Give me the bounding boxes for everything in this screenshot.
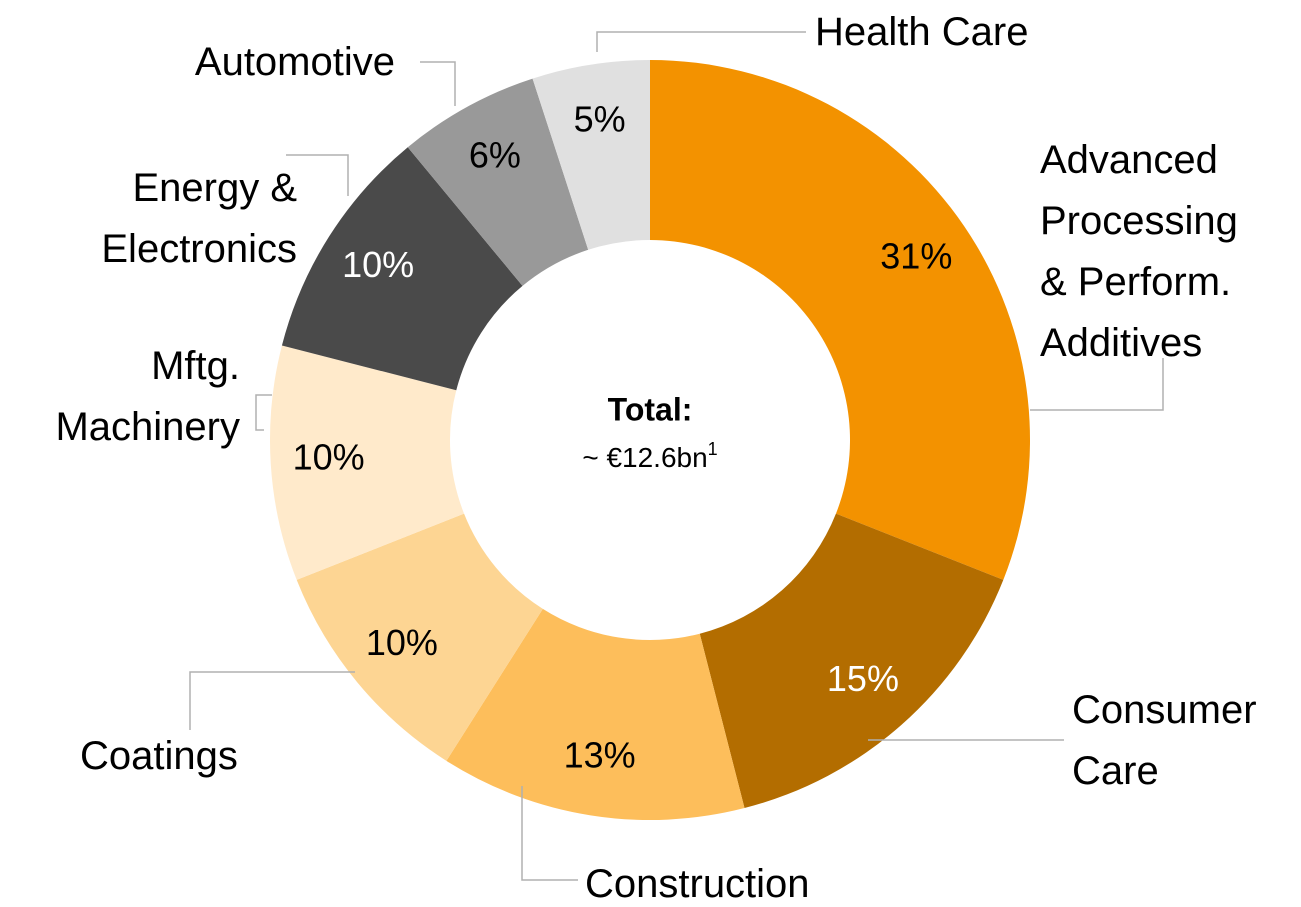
value-label: 6% — [469, 134, 521, 175]
value-label: 5% — [574, 98, 626, 139]
center-value-text: ~ €12.6bn — [582, 442, 707, 473]
donut-slice — [532, 60, 650, 250]
value-label: 10% — [366, 622, 438, 663]
category-label: Advanced Processing & Perform. Additives — [1040, 138, 1238, 365]
value-label: 10% — [293, 437, 365, 478]
category-label: Construction — [585, 862, 810, 906]
center-value: ~ €12.6bn1 — [582, 439, 717, 474]
donut-slice — [650, 60, 1030, 580]
category-label: Health Care — [815, 10, 1029, 54]
center-footnote: 1 — [708, 439, 718, 459]
leader-lines — [189, 31, 1164, 881]
value-label: 10% — [342, 244, 414, 285]
category-label: Consumer Care — [1072, 688, 1257, 793]
donut-slice — [281, 147, 523, 391]
leader-line — [255, 394, 272, 431]
leader-line — [521, 786, 578, 881]
slices — [269, 60, 1030, 820]
donut-slice — [407, 78, 589, 286]
value-label: 31% — [880, 236, 952, 277]
leader-line — [1030, 358, 1164, 411]
category-label: Coatings — [80, 734, 238, 778]
category-label: Energy & Electronics — [101, 166, 297, 271]
donut-slice — [296, 513, 543, 761]
donut-slice — [269, 345, 465, 580]
value-label: 13% — [564, 735, 636, 776]
donut-slice — [699, 513, 1004, 809]
leader-line — [420, 61, 456, 106]
category-label: Mftg. Machinery — [55, 344, 240, 449]
leader-line — [189, 671, 355, 730]
leader-line — [286, 154, 349, 196]
value-label: 15% — [827, 658, 899, 699]
center-title: Total: — [608, 391, 693, 427]
donut-slice — [446, 608, 745, 820]
category-label: Automotive — [194, 40, 395, 84]
leader-line — [596, 31, 806, 52]
